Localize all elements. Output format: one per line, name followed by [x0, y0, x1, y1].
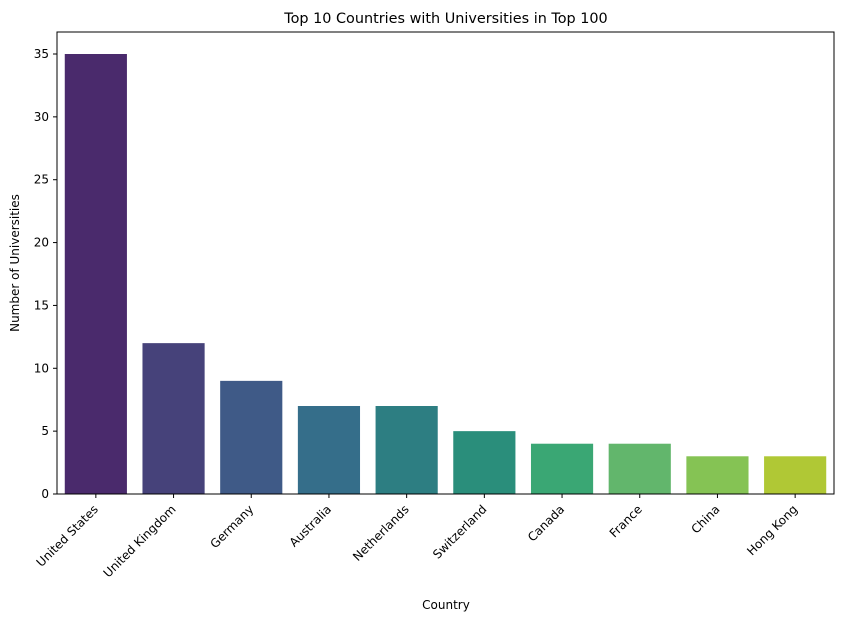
x-tick-label: Germany	[207, 502, 256, 551]
chart-title: Top 10 Countries with Universities in To…	[283, 11, 607, 27]
bar-switzerland	[453, 431, 516, 494]
bar-hong-kong	[764, 456, 827, 494]
x-tick-label: United Kingdom	[101, 502, 179, 580]
x-axis-label: Country	[422, 598, 470, 612]
bar-france	[608, 443, 671, 494]
y-tick-label: 25	[34, 173, 49, 187]
x-tick-label: Hong Kong	[744, 502, 800, 558]
y-tick-label: 0	[41, 487, 49, 501]
bar-china	[686, 456, 749, 494]
bar-germany	[220, 380, 283, 494]
y-tick-label: 15	[34, 298, 49, 312]
x-tick-label: Canada	[525, 502, 567, 544]
x-tick-label: France	[607, 502, 645, 540]
y-axis-label: Number of Universities	[8, 194, 22, 332]
x-tick-label: Australia	[287, 502, 334, 549]
x-tick-label: Switzerland	[430, 502, 489, 561]
bar-australia	[297, 406, 361, 494]
x-tick-label: Netherlands	[350, 502, 412, 564]
y-axis-ticks: 0 5 10 15 20 25 30 35	[34, 47, 57, 501]
bar-canada	[530, 443, 594, 494]
x-axis-ticks: United States United Kingdom Germany Austra…	[34, 494, 800, 580]
plot-area-frame	[56, 31, 835, 495]
bar-netherlands	[375, 406, 438, 494]
y-tick-label: 35	[34, 47, 49, 61]
bar-united-kingdom	[142, 343, 205, 494]
y-tick-label: 5	[41, 424, 49, 438]
bars-layer	[64, 54, 827, 494]
x-tick-label: China	[688, 502, 722, 536]
y-tick-label: 10	[34, 361, 49, 375]
bar-united-states	[64, 54, 127, 494]
y-tick-label: 20	[34, 236, 49, 250]
y-tick-label: 30	[34, 110, 49, 124]
x-tick-label: United States	[34, 502, 101, 569]
